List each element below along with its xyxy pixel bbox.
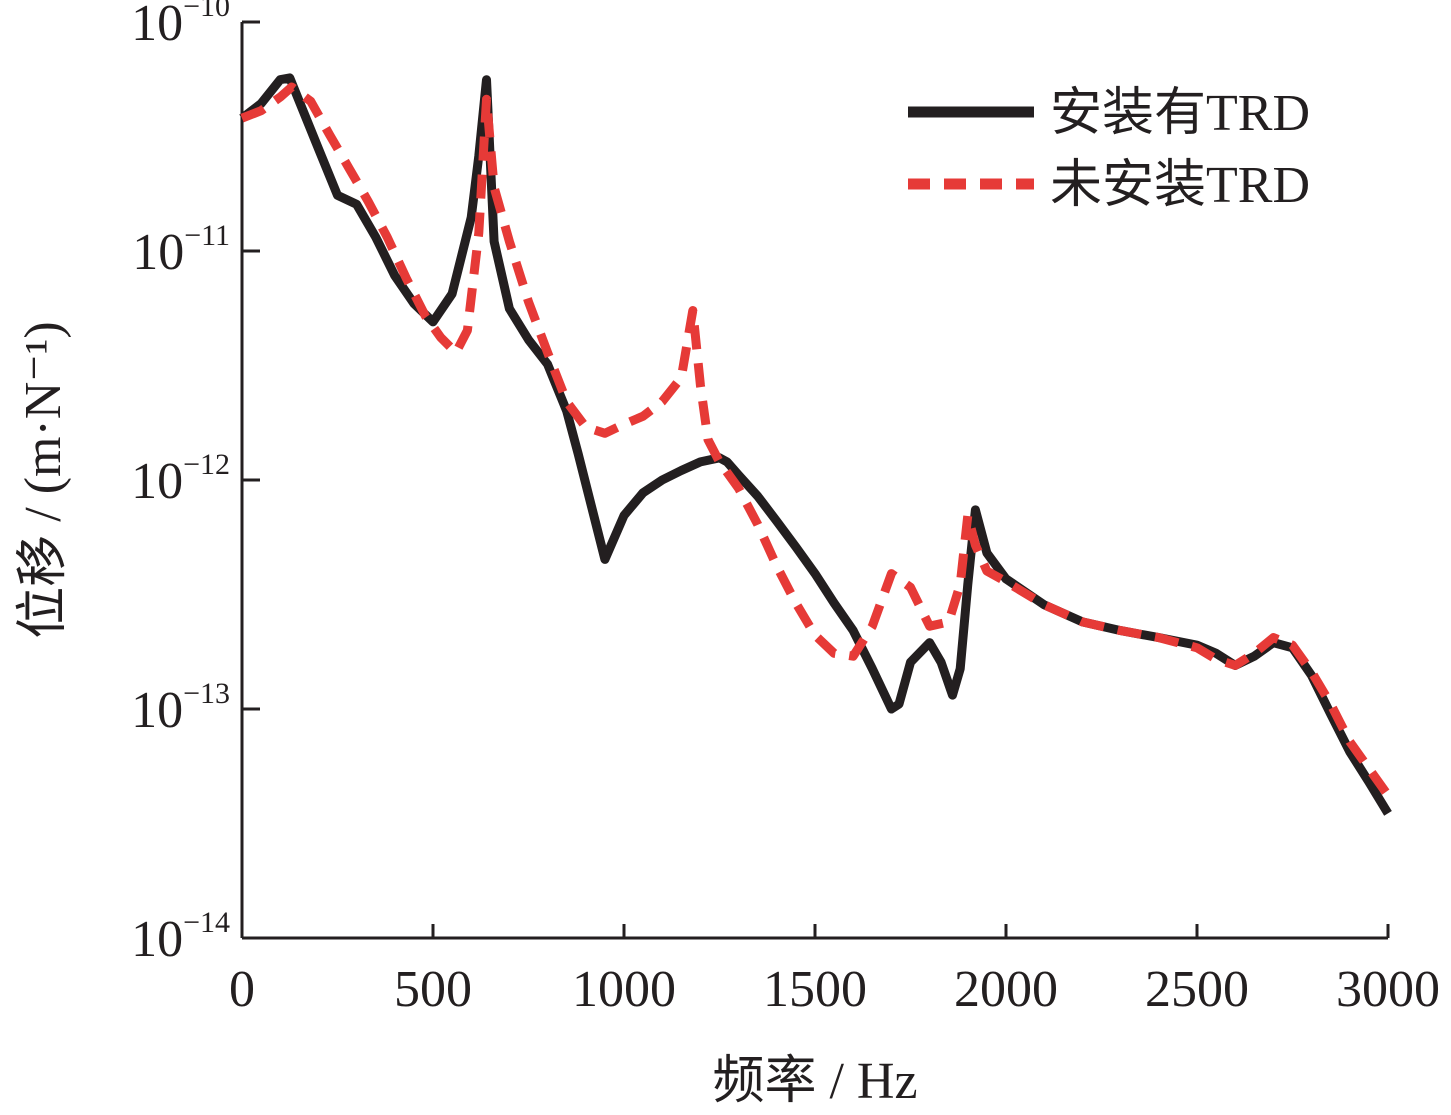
legend-label-2: 未安装TRD: [1050, 157, 1310, 214]
x-tick-label: 0: [229, 961, 255, 1018]
y-tick-label: 10−13: [131, 677, 230, 739]
y-tick-label: 10−11: [132, 219, 230, 281]
y-tick-label: 10−14: [131, 906, 230, 968]
legend: 安装有TRD 未安装TRD: [908, 85, 1310, 214]
y-tick-label: 10−10: [131, 0, 230, 52]
axes: 0 500 1000 1500 2000 2500 3000 10−14 10−13 10−12 1…: [131, 0, 1440, 1018]
legend-label-1: 安装有TRD: [1050, 85, 1310, 142]
y-tick-label: 10−12: [131, 448, 230, 510]
x-tick-label: 3000: [1336, 961, 1440, 1018]
x-tick-label: 1500: [763, 961, 867, 1018]
x-tick-label: 2500: [1145, 961, 1249, 1018]
x-tick-label: 2000: [954, 961, 1058, 1018]
y-axis-title: 位移 / (m·N⁻¹): [15, 321, 72, 638]
x-tick-label: 500: [394, 961, 472, 1018]
x-tick-label: 1000: [572, 961, 676, 1018]
x-axis-title: 频率 / Hz: [712, 1053, 917, 1110]
series-line-2: [240, 82, 1392, 798]
series-layer: [239, 73, 1392, 816]
